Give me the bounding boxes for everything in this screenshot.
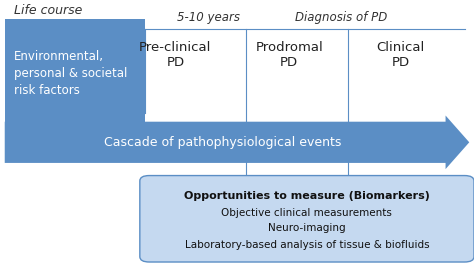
- Text: Clinical
PD: Clinical PD: [376, 40, 425, 69]
- Polygon shape: [5, 115, 469, 169]
- Text: Cascade of pathophysiological events: Cascade of pathophysiological events: [104, 136, 341, 149]
- Text: Laboratory-based analysis of tissue & biofluids: Laboratory-based analysis of tissue & bi…: [184, 240, 429, 250]
- FancyBboxPatch shape: [5, 19, 145, 141]
- Text: Environmental,
personal & societal
risk factors: Environmental, personal & societal risk …: [14, 50, 128, 97]
- Text: Objective clinical measurements: Objective clinical measurements: [221, 209, 392, 218]
- Text: Diagnosis of PD: Diagnosis of PD: [295, 11, 387, 24]
- Text: Prodromal
PD: Prodromal PD: [255, 40, 323, 69]
- FancyBboxPatch shape: [140, 176, 474, 262]
- Text: Neuro-imaging: Neuro-imaging: [268, 223, 346, 233]
- Text: Pre-clinical
PD: Pre-clinical PD: [139, 40, 211, 69]
- Text: Life course: Life course: [14, 4, 82, 17]
- Text: Genetic risk factors: Genetic risk factors: [14, 196, 129, 209]
- Text: Opportunities to measure (Biomarkers): Opportunities to measure (Biomarkers): [184, 191, 430, 201]
- Text: 5-10 years: 5-10 years: [177, 11, 240, 24]
